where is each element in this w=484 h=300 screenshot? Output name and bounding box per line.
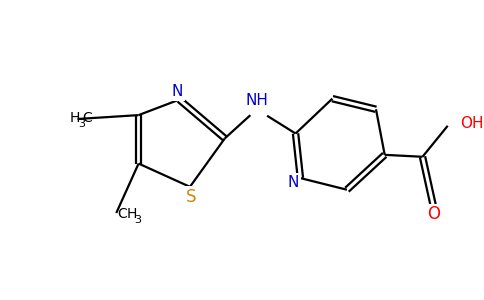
Text: OH: OH [460, 116, 484, 131]
Text: C: C [117, 207, 127, 221]
Text: C: C [82, 111, 92, 125]
Text: NH: NH [245, 93, 268, 108]
Text: H: H [70, 111, 80, 125]
Text: N: N [171, 84, 182, 99]
Text: H: H [127, 207, 137, 221]
Text: S: S [186, 188, 196, 206]
Text: N: N [287, 176, 299, 190]
Text: 3: 3 [134, 215, 141, 225]
Text: O: O [427, 205, 439, 223]
Text: 3: 3 [78, 119, 85, 129]
